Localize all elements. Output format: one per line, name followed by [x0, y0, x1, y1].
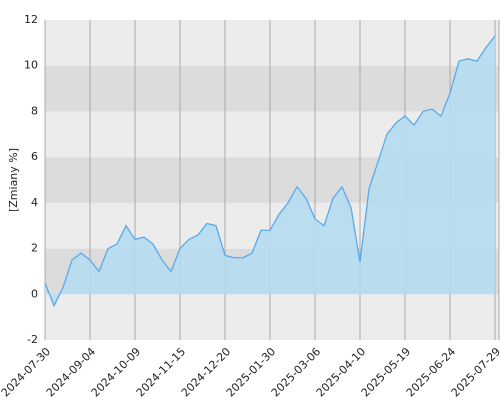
line [44, 35, 496, 308]
y-tick-label: -2 [27, 333, 38, 346]
y-tick-label: 8 [31, 104, 38, 117]
y-tick-label: 4 [31, 196, 38, 209]
band [45, 65, 499, 112]
y-tick-label: 0 [31, 287, 38, 300]
area [45, 36, 495, 306]
y-tick-label: 10 [24, 59, 38, 72]
y-tick-label: 2 [31, 242, 38, 255]
y-axis-label: [Zmiany %] [7, 148, 20, 212]
band [45, 294, 499, 340]
y-tick-label: 12 [24, 13, 38, 26]
band [45, 20, 499, 66]
y-tick-label: 6 [31, 150, 38, 163]
